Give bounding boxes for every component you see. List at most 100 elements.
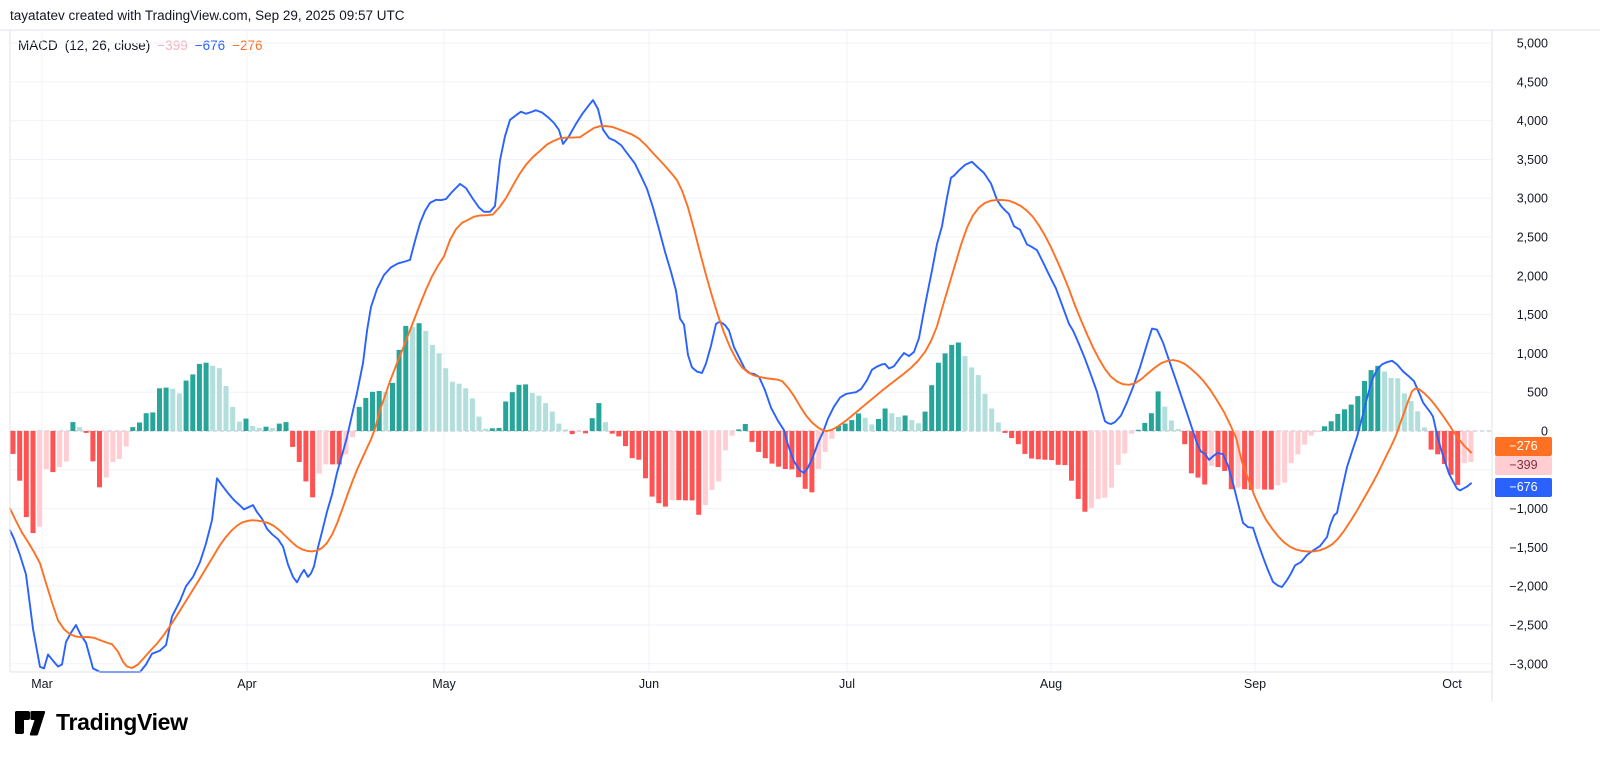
histogram-bar [662,431,668,507]
histogram-bar [77,427,83,431]
histogram-bar [616,431,622,437]
histogram-bar [143,413,149,431]
histogram-bar [656,431,662,504]
y-axis-label[interactable]: 500 [1527,386,1548,400]
last-value-badge: −676 [1495,478,1552,497]
histogram-bar [949,344,955,431]
histogram-bar [689,431,695,501]
histogram-bar [216,368,222,431]
tradingview-logo[interactable]: TradingView [14,708,188,737]
histogram-bar [929,385,935,431]
histogram-bar [83,431,89,433]
histogram-bar [1102,431,1108,498]
histogram-bar [403,325,409,431]
histogram-bar [776,431,782,467]
histogram-bar [1322,426,1327,431]
y-axis-label[interactable]: 4,000 [1517,114,1548,128]
histogram-bar [196,363,202,431]
histogram-bar [203,362,209,431]
histogram-bar [250,426,256,431]
histogram-bar [829,431,835,439]
histogram-bar [350,431,355,438]
y-axis-label[interactable]: 4,500 [1517,75,1548,89]
histogram-bar [676,431,682,501]
histogram-bar [290,431,296,447]
histogram-bar [1082,431,1088,512]
y-axis-label[interactable]: 3,000 [1517,192,1548,206]
y-axis-label[interactable]: 2,000 [1517,269,1548,283]
histogram-bar [1448,431,1454,475]
y-axis-label[interactable]: 0 [1541,425,1548,439]
histogram-bar [103,431,109,478]
histogram-bar [423,330,429,431]
histogram-bar [749,431,755,442]
histogram-bar [716,431,722,482]
histogram-bar [1122,431,1128,454]
histogram-bar [576,431,582,432]
x-axis-label[interactable]: Mar [31,677,53,691]
y-axis-label[interactable]: 1,500 [1517,308,1548,322]
histogram-bar [410,327,415,431]
histogram-bar [989,408,995,431]
histogram-bar [842,423,848,431]
histogram-bar [969,367,975,431]
x-axis-label[interactable]: Apr [237,677,256,691]
histogram-bar [729,431,735,436]
histogram-bar [443,368,449,431]
histogram-bar [1428,431,1434,450]
histogram-bar [789,431,795,470]
histogram-bar [363,398,369,431]
x-axis-label[interactable]: Aug [1040,677,1062,691]
histogram-bar [163,387,169,431]
histogram-bar [643,431,648,479]
histogram-bar [1029,431,1035,459]
x-axis-label[interactable]: Jun [639,677,659,691]
histogram-bar [356,406,362,431]
y-axis-label[interactable]: 5,000 [1517,37,1548,51]
y-axis-label[interactable]: −1,500 [1509,541,1548,555]
histogram-bar [569,431,575,435]
histogram-bar [849,420,855,431]
histogram-bar [1262,431,1268,490]
histogram-bar [1215,431,1221,468]
histogram-bar [669,431,675,501]
histogram-bar [935,362,941,431]
y-axis-label[interactable]: 2,500 [1517,231,1548,245]
y-axis-label[interactable]: 1,000 [1517,347,1548,361]
y-axis-label[interactable]: −2,000 [1509,580,1548,594]
histogram-bar [190,374,196,431]
histogram-bar [1368,370,1374,431]
histogram-bar [1382,371,1387,431]
histogram-bar [1148,413,1154,431]
x-axis-label[interactable]: Oct [1442,677,1462,691]
histogram-bar [1015,431,1021,445]
x-axis-label[interactable]: May [432,677,456,691]
x-axis-label[interactable]: Sep [1244,677,1266,691]
x-axis-label[interactable]: Jul [839,677,855,691]
histogram-bar [822,431,828,452]
y-axis-label[interactable]: −2,500 [1509,618,1548,632]
y-axis-label[interactable]: −3,000 [1509,657,1548,671]
histogram-bar [523,384,529,431]
histogram-bar [696,431,702,515]
y-axis-label[interactable]: −1,000 [1509,502,1548,516]
histogram-bar [1342,409,1347,431]
histogram-bar [1115,431,1121,465]
histogram-bar [37,431,43,527]
histogram-bar [503,401,509,431]
y-axis-label[interactable]: 3,500 [1517,153,1548,167]
histogram-bar [856,413,861,431]
histogram-bar [130,427,136,431]
macd-line [9,99,1472,673]
histogram-bar [1062,431,1068,466]
histogram-bar [816,431,822,469]
histogram-bar [1089,431,1094,508]
histogram-bar [516,384,522,431]
histogram-bar [1255,431,1261,489]
histogram-bar [896,417,901,431]
histogram-bar [722,431,728,451]
legend-macd-value: −676 [194,38,226,53]
histogram-bar [543,403,549,431]
histogram-bar [1388,377,1394,431]
